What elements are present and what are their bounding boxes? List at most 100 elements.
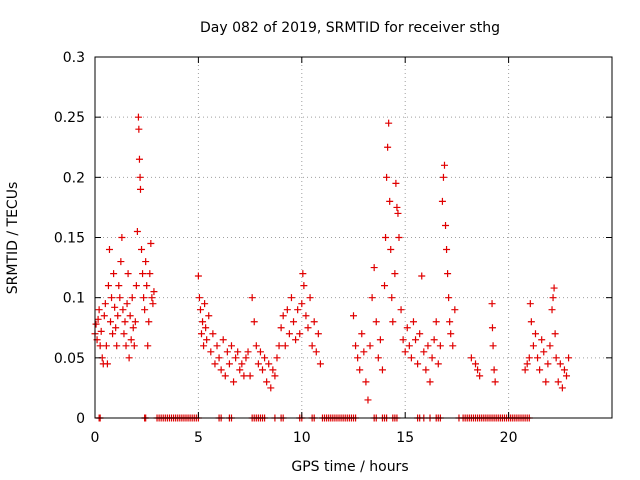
data-point <box>240 372 248 380</box>
data-point <box>308 342 316 350</box>
data-point <box>430 336 438 344</box>
plot-frame <box>94 56 613 419</box>
data-point <box>542 378 550 386</box>
data-point <box>148 294 156 302</box>
data-point <box>525 354 533 362</box>
data-point <box>281 342 289 350</box>
data-point <box>111 303 119 311</box>
data-point <box>250 318 258 326</box>
data-point <box>292 336 300 344</box>
data-point <box>126 312 134 320</box>
data-point <box>209 330 217 338</box>
data-point <box>443 246 451 254</box>
data-point <box>550 284 558 292</box>
data-point <box>143 282 151 290</box>
data-point <box>238 360 246 368</box>
data-point <box>548 306 556 314</box>
x-tick-label: 0 <box>91 430 100 446</box>
data-point <box>558 384 566 392</box>
data-point <box>195 294 203 302</box>
data-point <box>316 360 324 368</box>
x-tick-label: 5 <box>194 430 203 446</box>
data-point <box>114 312 122 320</box>
data-point <box>121 318 129 326</box>
data-point <box>352 342 360 350</box>
data-point <box>407 354 415 362</box>
data-point <box>234 348 242 356</box>
data-point <box>523 360 531 368</box>
data-point <box>549 294 557 302</box>
data-point <box>391 270 399 278</box>
data-point <box>397 306 405 314</box>
data-point <box>531 330 539 338</box>
data-point <box>447 330 455 338</box>
data-point <box>225 360 233 368</box>
data-point <box>139 270 147 278</box>
data-point <box>217 366 225 374</box>
data-point <box>418 272 426 280</box>
data-point <box>135 125 143 133</box>
data-point <box>299 270 307 278</box>
data-point <box>420 348 428 356</box>
data-point <box>467 354 475 362</box>
data-point <box>200 342 208 350</box>
data-point <box>376 336 384 344</box>
data-point <box>382 234 390 241</box>
data-point <box>219 336 227 344</box>
data-point <box>298 300 306 308</box>
data-point <box>261 354 269 362</box>
data-point <box>449 342 457 350</box>
y-tick-label: 0.1 <box>63 291 85 307</box>
data-point <box>271 372 279 380</box>
data-point <box>384 143 392 151</box>
data-point <box>403 324 411 332</box>
data-point <box>273 354 281 362</box>
x-tick-label: 20 <box>500 430 518 446</box>
data-point <box>372 318 380 326</box>
data-point <box>259 366 267 374</box>
data-point <box>474 366 482 374</box>
data-point <box>285 330 293 338</box>
data-point <box>130 342 138 350</box>
data-point <box>97 327 105 335</box>
data-point <box>444 270 452 278</box>
data-point <box>356 366 364 374</box>
data-point <box>451 306 459 314</box>
data-point <box>490 366 498 374</box>
data-point <box>368 294 376 302</box>
y-tick-label: 0 <box>76 411 85 427</box>
data-point <box>118 234 126 241</box>
data-point <box>416 330 424 338</box>
data-point <box>136 173 144 181</box>
data-point <box>546 342 554 350</box>
y-tick-label: 0.05 <box>54 351 85 367</box>
data-point <box>223 348 231 356</box>
data-point <box>105 246 113 254</box>
data-point <box>267 384 275 392</box>
data-point <box>269 366 277 374</box>
data-point <box>203 336 211 344</box>
data-point <box>362 378 370 386</box>
data-point <box>252 342 260 350</box>
data-point <box>438 197 446 205</box>
data-point <box>202 324 210 332</box>
data-point <box>526 300 534 308</box>
data-point <box>146 270 154 278</box>
data-point <box>213 342 221 350</box>
data-point <box>199 318 207 326</box>
data-point <box>527 318 535 326</box>
data-point <box>488 300 496 308</box>
data-point <box>491 378 499 386</box>
data-point <box>246 372 254 380</box>
data-point <box>142 258 150 266</box>
data-point <box>354 354 362 362</box>
data-point <box>310 318 318 326</box>
data-point <box>275 342 283 350</box>
data-point <box>426 378 434 386</box>
data-point <box>102 342 110 350</box>
data-point <box>211 360 219 368</box>
data-point <box>300 282 308 290</box>
data-point <box>374 354 382 362</box>
data-point <box>95 306 103 314</box>
x-tick-label: 15 <box>396 430 414 446</box>
